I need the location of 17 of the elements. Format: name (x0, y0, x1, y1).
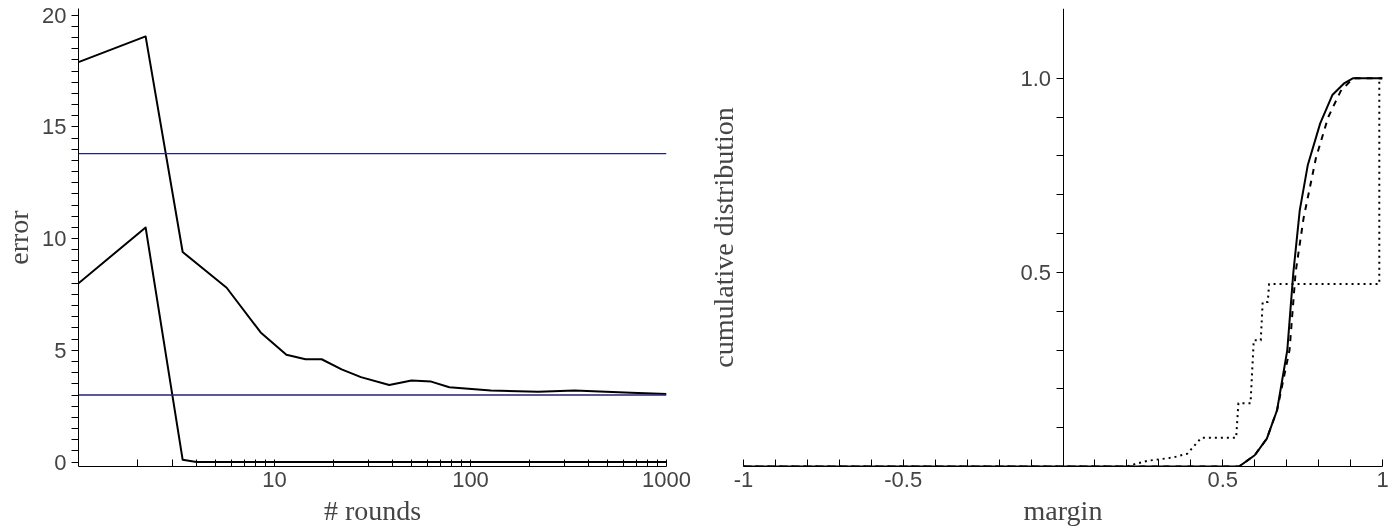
x-tick-label: 10 (262, 466, 287, 492)
y-tick-label: 15 (42, 114, 67, 140)
x-axis-title: # rounds (323, 494, 422, 526)
x-tick-label: 0.5 (1207, 466, 1239, 492)
y-axis-title: error (3, 209, 35, 265)
x-tick-label: -0.5 (884, 466, 923, 492)
x-axis-title: margin (1023, 494, 1103, 526)
x-tick-label: 100 (452, 466, 489, 492)
y-tick-label: 10 (42, 226, 67, 252)
x-tick-label: 1 (1376, 466, 1389, 492)
y-tick-label: 5 (54, 337, 67, 363)
y-tick-label: 20 (42, 2, 67, 28)
y-tick-label: 1.0 (1020, 65, 1052, 91)
y-axis-title: cumulative distribution (707, 107, 739, 368)
x-tick-label: 1000 (642, 466, 691, 492)
x-tick-label: -1 (733, 466, 754, 492)
y-tick-label: 0 (54, 449, 67, 475)
